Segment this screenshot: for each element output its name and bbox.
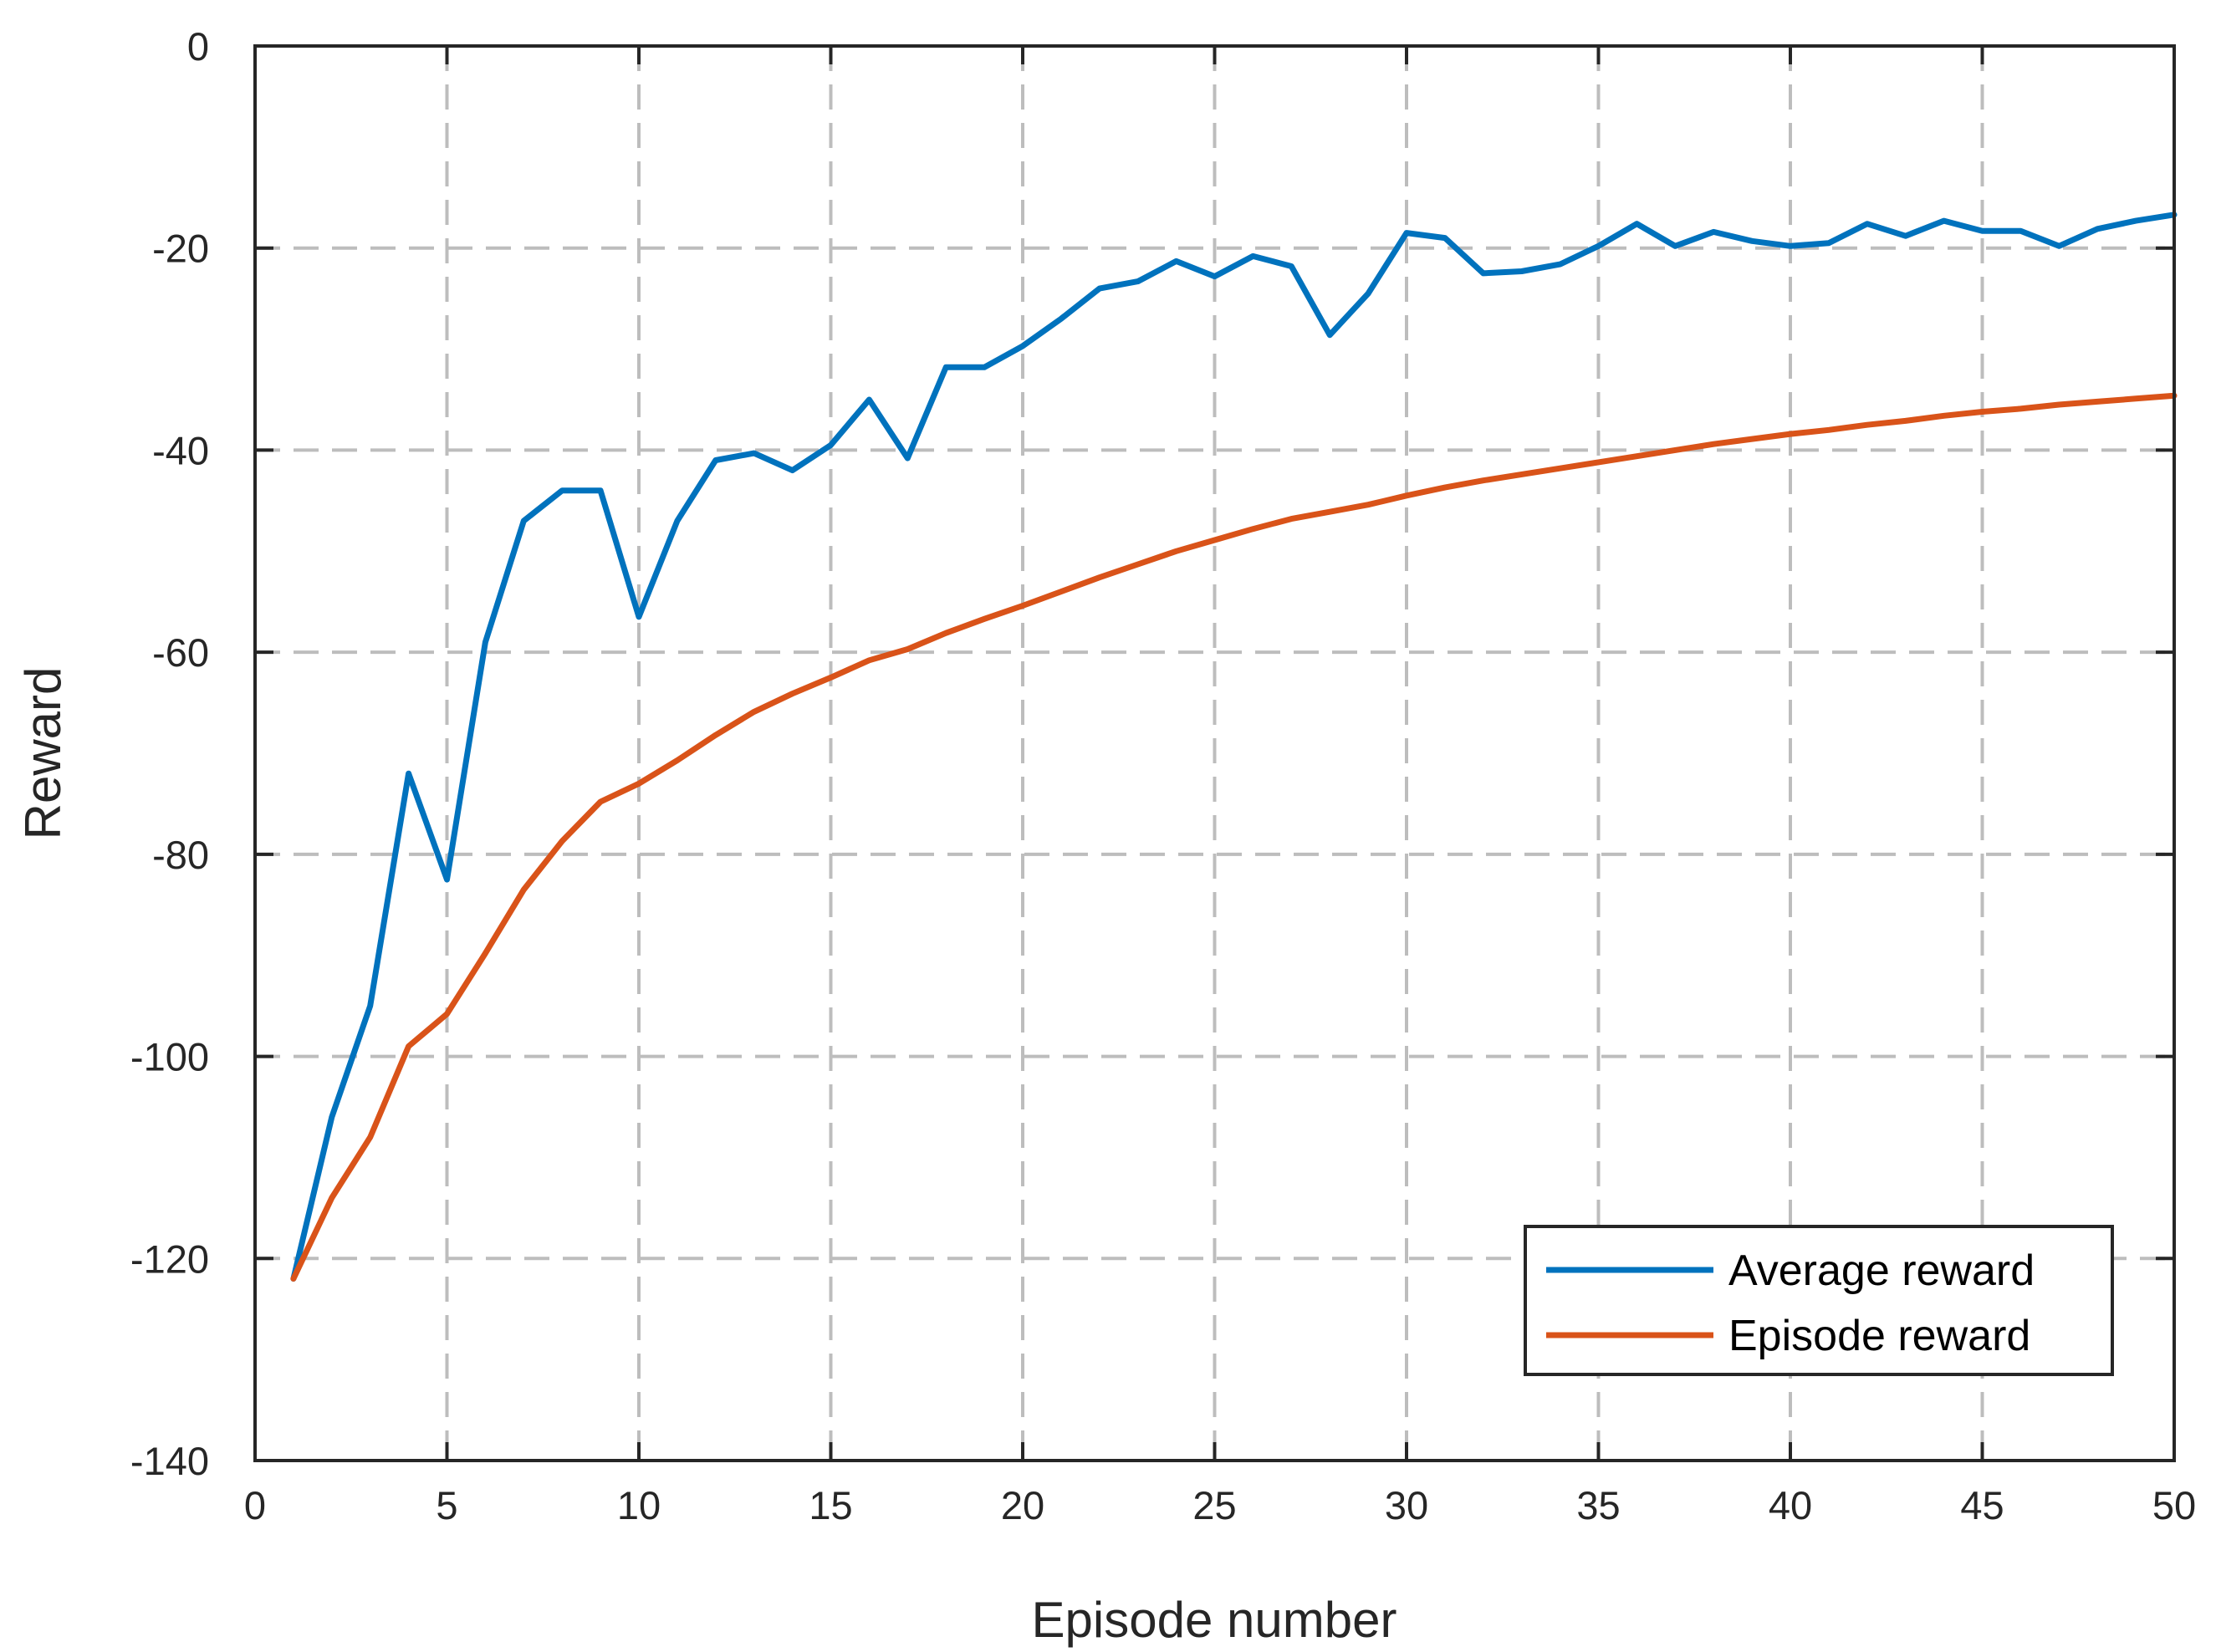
x-axis-label: Episode number — [1032, 1592, 1397, 1648]
y-tick-label: -120 — [130, 1236, 209, 1281]
x-tick-label: 10 — [617, 1483, 661, 1527]
series-line-1 — [290, 212, 2178, 1282]
x-tick-label: 30 — [1385, 1483, 1428, 1527]
y-tick-label: -100 — [130, 1035, 209, 1079]
x-tick-label: 0 — [244, 1483, 266, 1527]
series-layer — [290, 212, 2178, 1282]
y-axis-label: Reward — [15, 667, 71, 840]
legend-label-2: Episode reward — [1728, 1312, 2030, 1360]
y-tick-label: -80 — [152, 833, 209, 877]
legend-label-1: Average reward — [1728, 1247, 2035, 1295]
x-tick-label: 45 — [1960, 1483, 2004, 1527]
x-tick-label: 20 — [1001, 1483, 1044, 1527]
y-tick-label: -20 — [152, 227, 209, 271]
legend-box — [1524, 1225, 2114, 1376]
x-tick-label: 5 — [436, 1483, 457, 1527]
axis-ticks — [253, 44, 2176, 1462]
series-line-2 — [290, 392, 2178, 1282]
y-tick-label: -140 — [130, 1439, 209, 1483]
x-tick-label: 50 — [2152, 1483, 2196, 1527]
x-tick-labels: 0 5 10 15 20 25 30 35 40 45 50 — [244, 1483, 2196, 1527]
y-tick-label: -60 — [152, 630, 209, 675]
x-tick-label: 25 — [1192, 1483, 1236, 1527]
y-tick-label: -40 — [152, 428, 209, 472]
y-tick-label: 0 — [187, 24, 209, 69]
y-tick-labels: 0 -20 -40 -60 -80 -100 -120 -140 — [130, 24, 209, 1483]
x-tick-label: 40 — [1769, 1483, 1812, 1527]
grid — [255, 46, 2174, 1461]
x-tick-label: 15 — [809, 1483, 852, 1527]
legend: Average reward Episode reward — [1524, 1225, 2114, 1376]
x-tick-label: 35 — [1576, 1483, 1620, 1527]
